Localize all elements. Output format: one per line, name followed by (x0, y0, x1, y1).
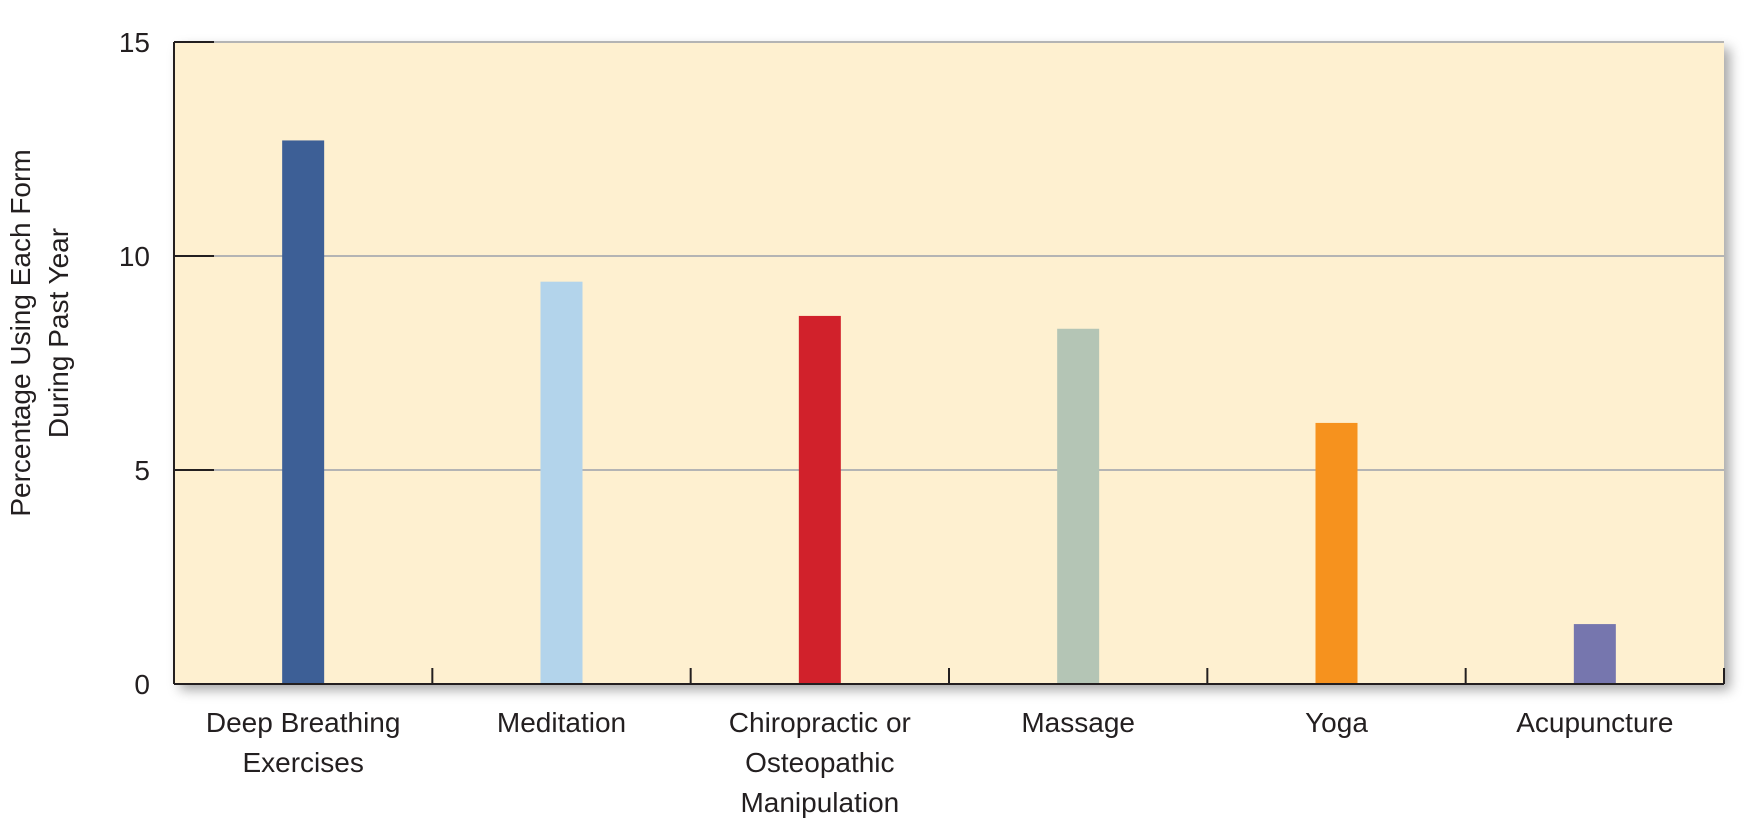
y-tick-label: 15 (119, 27, 150, 58)
bar (1573, 624, 1616, 684)
x-category-label: Massage (1021, 707, 1135, 738)
x-category-label: Osteopathic (745, 747, 894, 778)
gridlines (174, 41, 1724, 471)
plot-area (174, 42, 1724, 684)
y-tick-label: 10 (119, 241, 150, 272)
y-axis-title: Percentage Using Each Form During Past Ye… (5, 149, 74, 516)
x-category-label: Meditation (497, 707, 626, 738)
bar (1315, 422, 1358, 684)
bar (1057, 328, 1100, 684)
bars (282, 140, 1616, 684)
x-category-label: Acupuncture (1516, 707, 1673, 738)
y-tick-label: 5 (134, 455, 150, 486)
x-category-labels: Deep Breathing Exercises Meditation Chiropr… (206, 707, 1674, 818)
y-axis-title-line: During Past Year (43, 228, 74, 438)
x-category-label: Deep Breathing (206, 707, 401, 738)
x-category-label: Manipulation (740, 787, 899, 818)
bar (282, 140, 325, 684)
x-category-label: Chiropractic or (729, 707, 911, 738)
y-axis-title-line: Percentage Using Each Form (5, 149, 36, 516)
bar (540, 281, 583, 684)
axes (173, 41, 1725, 685)
bar (798, 315, 841, 684)
x-category-label: Exercises (242, 747, 363, 778)
y-tick-labels: 0 5 10 15 (119, 27, 150, 700)
y-tick-label: 0 (134, 669, 150, 700)
x-category-label: Yoga (1305, 707, 1368, 738)
